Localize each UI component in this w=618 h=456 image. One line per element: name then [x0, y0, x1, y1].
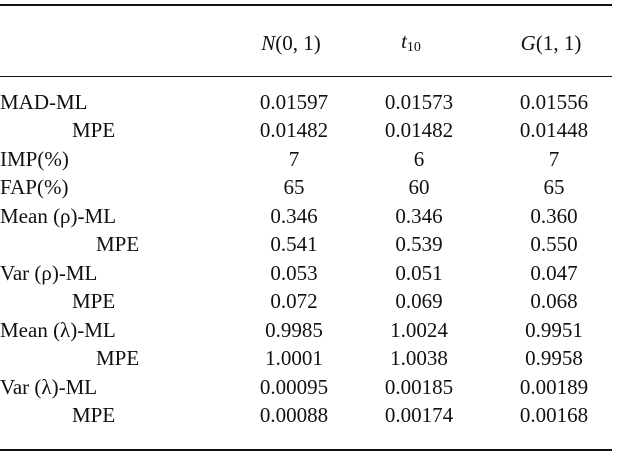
table-row: Var (ρ)-ML 0.053 0.051 0.047	[0, 259, 612, 288]
row-value: 0.00189	[519, 374, 589, 399]
table-header: N(0, 1) t10 G(1, 1)	[0, 0, 612, 78]
table-row: MAD-ML 0.01597 0.01573 0.01556	[0, 78, 612, 117]
header-label-cell	[0, 0, 222, 78]
row-value: 0.01448	[519, 118, 589, 143]
header-col-t: t10	[352, 0, 482, 78]
header-col-normal: N(0, 1)	[222, 0, 352, 78]
row-label-text: MPE	[72, 403, 116, 428]
table-body: MAD-ML 0.01597 0.01573 0.01556 MPE 0.01482 0.0…	[0, 78, 612, 430]
row-value: 1.0038	[390, 346, 448, 371]
row-value: 1.0024	[390, 317, 448, 342]
row-value: 0.539	[395, 232, 443, 257]
row-value: 0.01556	[519, 89, 589, 114]
row-value: 65	[543, 175, 565, 200]
row-value: 1.0001	[265, 346, 323, 371]
header-col-t-df: 10	[406, 40, 421, 55]
row-label: MPE	[0, 117, 222, 146]
table-row: FAP(%) 65 60 65	[0, 174, 612, 203]
top-rule	[0, 4, 612, 6]
row-value: 0.550	[530, 232, 578, 257]
row-label-text: FAP(%)	[0, 175, 69, 200]
row-label-text: MAD-ML	[0, 89, 88, 114]
row-value: 0.00095	[259, 374, 329, 399]
header-col-normal-params: (0, 1)	[275, 30, 321, 55]
table-row: Mean (ρ)-ML 0.346 0.346 0.360	[0, 202, 612, 231]
row-label: MPE	[0, 288, 222, 317]
row-label-text: MPE	[96, 232, 140, 257]
row-label-text: IMP(%)	[0, 146, 69, 171]
header-rule	[0, 76, 612, 77]
row-value: 0.01597	[259, 89, 329, 114]
table-row: MPE 0.01482 0.01482 0.01448	[0, 117, 612, 146]
table-row: MPE 0.00088 0.00174 0.00168	[0, 402, 612, 431]
table-row: MPE 1.0001 1.0038 0.9958	[0, 345, 612, 374]
header-col-t-symbol: t	[401, 29, 407, 53]
header-col-gamma: G(1, 1)	[482, 0, 612, 78]
row-label-text: MPE	[96, 346, 140, 371]
row-value: 0.072	[270, 289, 318, 314]
header-col-gamma-symbol: G	[520, 30, 536, 55]
row-value: 0.360	[530, 203, 578, 228]
row-value: 60	[408, 175, 430, 200]
row-value: 0.01482	[259, 118, 329, 143]
row-label: MAD-ML	[0, 78, 222, 117]
row-value: 65	[283, 175, 305, 200]
row-value: 0.051	[395, 260, 443, 285]
row-label: MPE	[0, 345, 222, 374]
table-row: MPE 0.541 0.539 0.550	[0, 231, 612, 260]
row-value: 6	[413, 146, 425, 171]
results-table: N(0, 1) t10 G(1, 1) MAD-ML 0.01597 0.01573…	[0, 0, 612, 430]
row-label: MPE	[0, 402, 222, 431]
header-col-normal-symbol: N	[261, 30, 276, 55]
row-value: 0.069	[395, 289, 443, 314]
row-value: 0.00088	[259, 403, 329, 428]
row-label: Var (ρ)-ML	[0, 259, 222, 288]
row-label: FAP(%)	[0, 174, 222, 203]
row-label-text: Var (λ)-ML	[0, 374, 98, 399]
table-row: IMP(%) 7 6 7	[0, 145, 612, 174]
row-value: 0.053	[270, 260, 318, 285]
bottom-rule	[0, 449, 612, 451]
row-value: 0.01482	[384, 118, 454, 143]
row-label: IMP(%)	[0, 145, 222, 174]
row-value: 0.9951	[525, 317, 583, 342]
row-label: MPE	[0, 231, 222, 260]
header-row: N(0, 1) t10 G(1, 1)	[0, 0, 612, 78]
table-row: MPE 0.072 0.069 0.068	[0, 288, 612, 317]
table-row: Mean (λ)-ML 0.9985 1.0024 0.9951	[0, 316, 612, 345]
row-label: Mean (λ)-ML	[0, 316, 222, 345]
row-label: Var (λ)-ML	[0, 373, 222, 402]
table-row: Var (λ)-ML 0.00095 0.00185 0.00189	[0, 373, 612, 402]
row-value: 0.00174	[384, 403, 454, 428]
row-value: 0.541	[270, 232, 318, 257]
row-value: 7	[288, 146, 300, 171]
row-value: 0.9958	[525, 346, 583, 371]
row-value: 0.068	[530, 289, 578, 314]
row-label-text: Var (ρ)-ML	[0, 260, 98, 285]
row-label-text: Mean (λ)-ML	[0, 317, 116, 342]
row-value: 0.346	[270, 203, 318, 228]
row-value: 0.01573	[384, 89, 454, 114]
row-value: 0.00168	[519, 403, 589, 428]
row-value: 7	[548, 146, 560, 171]
row-label-text: Mean (ρ)-ML	[0, 203, 117, 228]
row-label-text: MPE	[72, 118, 116, 143]
row-value: 0.047	[530, 260, 578, 285]
header-col-gamma-params: (1, 1)	[535, 30, 582, 55]
row-value: 0.00185	[384, 374, 454, 399]
row-value: 0.346	[395, 203, 443, 228]
row-label: Mean (ρ)-ML	[0, 202, 222, 231]
row-value: 0.9985	[265, 317, 323, 342]
row-label-text: MPE	[72, 289, 116, 314]
